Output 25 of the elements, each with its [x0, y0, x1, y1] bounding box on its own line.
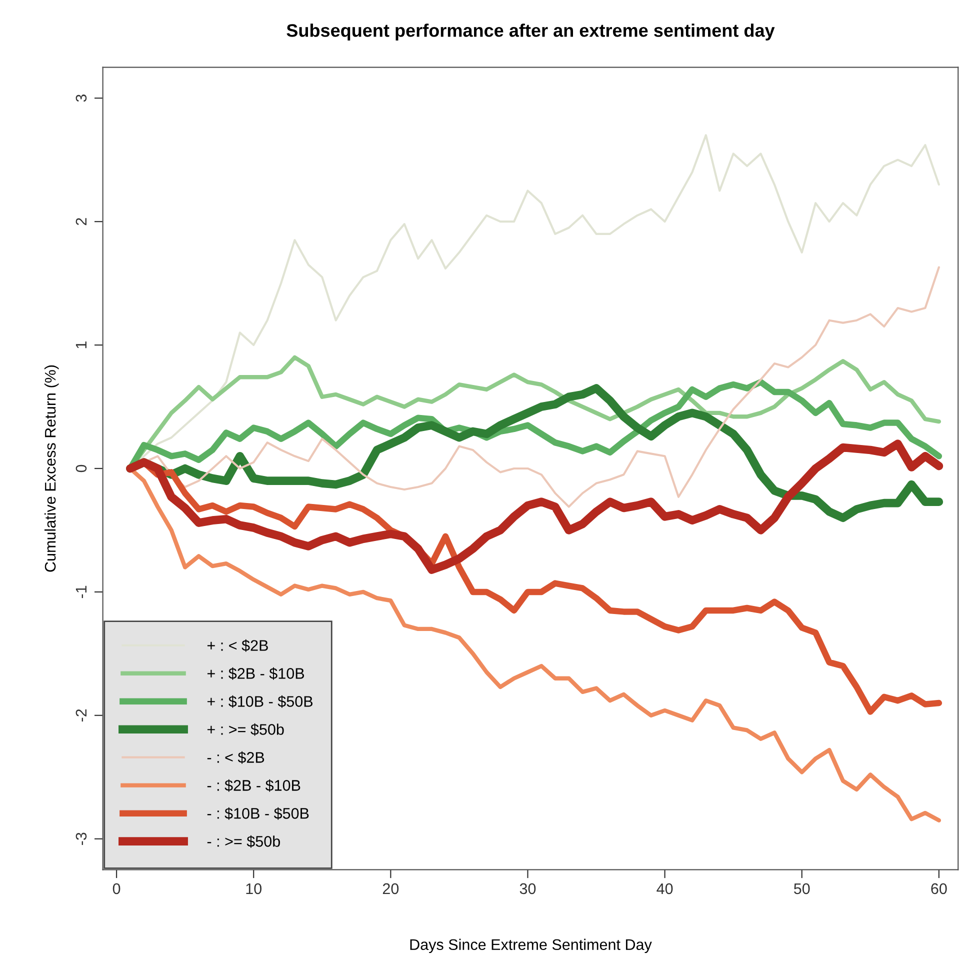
- y-tick-label: 3: [76, 94, 87, 102]
- legend-label: + : < $2B: [207, 639, 268, 652]
- legend-label: - : >= $50b: [207, 835, 280, 848]
- chart-title: Subsequent performance after an extreme sentiment day: [286, 24, 775, 40]
- legend-label: - : $2B - $10B: [207, 779, 300, 792]
- y-tick-label: -1: [76, 586, 86, 598]
- y-tick-label: 2: [76, 218, 86, 226]
- x-tick-label: 30: [520, 883, 536, 894]
- legend-label: + : $2B - $10B: [207, 667, 304, 680]
- legend-label: + : >= $50b: [207, 723, 284, 736]
- y-tick-label: 0: [76, 464, 87, 472]
- y-tick-label: -3: [76, 832, 87, 845]
- legend-label: - : $10B - $50B: [207, 807, 309, 820]
- x-tick-label: 50: [794, 883, 810, 894]
- x-tick-label: 40: [656, 883, 673, 894]
- x-tick-label: 10: [246, 883, 262, 894]
- legend-label: - : < $2B: [207, 751, 264, 764]
- x-tick-label: 20: [382, 883, 399, 894]
- legend-label: + : $10B - $50B: [207, 695, 313, 708]
- y-tick-label: 1: [76, 342, 86, 348]
- x-axis-title: Days Since Extreme Sentiment Day: [410, 938, 652, 954]
- x-tick-label: 60: [931, 883, 947, 894]
- y-axis-title: Cumulative Excess Return (%): [44, 365, 59, 572]
- y-tick-label: -2: [76, 709, 86, 722]
- x-tick-label: 0: [112, 883, 120, 894]
